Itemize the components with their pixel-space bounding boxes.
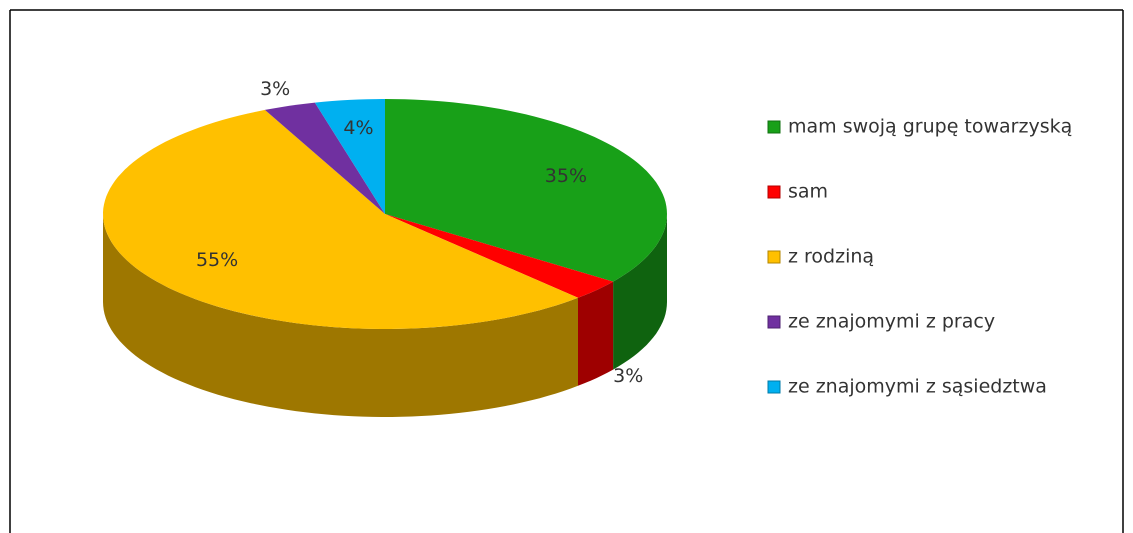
legend-label: sam [788, 181, 828, 203]
slice [385, 99, 667, 282]
slice [385, 214, 614, 298]
legend-swatch [767, 380, 781, 394]
slice-side [578, 281, 614, 386]
slice [103, 109, 578, 330]
slice-side [103, 214, 578, 417]
legend-label: z rodziną [788, 246, 874, 268]
slice [264, 102, 385, 214]
data-label: 55% [196, 249, 238, 271]
legend-label: mam swoją grupę towarzyską [788, 116, 1072, 138]
data-label: 3% [613, 365, 643, 387]
data-label: 35% [545, 165, 587, 187]
legend-swatch [767, 120, 781, 134]
slice-side [613, 214, 667, 370]
slice [314, 99, 385, 214]
legend-label: ze znajomymi z pracy [788, 311, 995, 333]
legend-swatch [767, 315, 781, 329]
legend-swatch [767, 250, 781, 264]
legend-swatch [767, 185, 781, 199]
data-label: 4% [343, 117, 373, 139]
legend-label: ze znajomymi z sąsiedztwa [788, 376, 1047, 398]
data-label: 3% [260, 78, 290, 100]
